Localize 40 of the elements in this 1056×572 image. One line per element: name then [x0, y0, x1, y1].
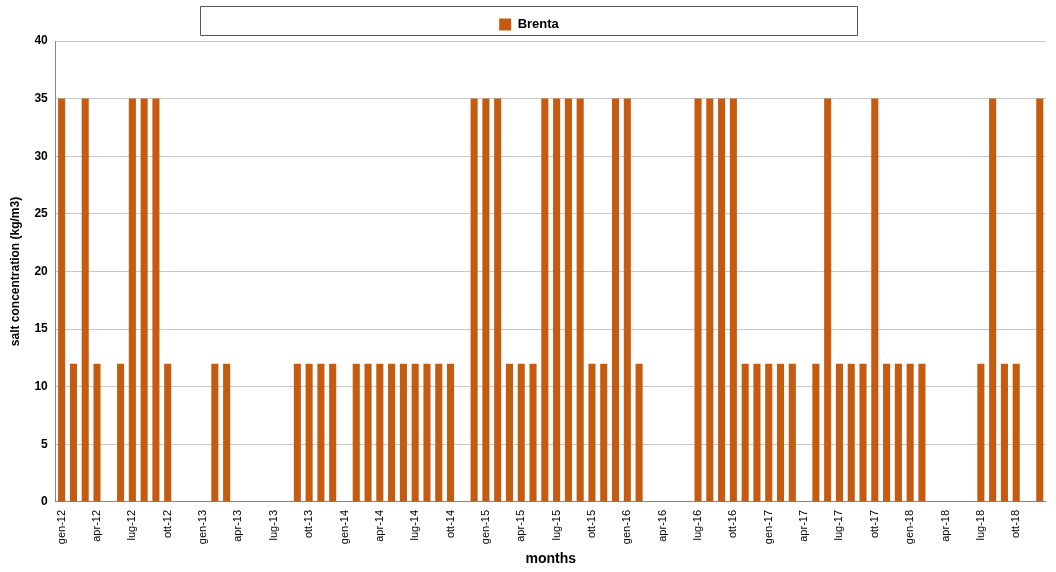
x-tick-label: gen-14 [337, 509, 350, 545]
x-tick-label: gen-15 [478, 509, 491, 545]
y-tick-label: 10 [34, 379, 49, 394]
x-tick-label: ott-13 [302, 509, 315, 539]
x-tick-label: apr-18 [938, 509, 951, 542]
x-tick-label: ott-17 [867, 509, 880, 539]
x-tick-label: apr-16 [655, 509, 668, 542]
y-tick-label: 35 [34, 90, 49, 105]
x-tick-label: gen-13 [196, 509, 209, 545]
x-tick-label: lug-15 [549, 509, 562, 541]
x-tick-label: apr-13 [231, 509, 244, 542]
legend-label: Brenta [517, 16, 560, 32]
x-tick-label: lug-18 [973, 509, 986, 541]
x-tick-label: lug-12 [125, 509, 138, 541]
x-tick-label: gen-12 [54, 509, 67, 545]
x-tick-label: gen-16 [620, 509, 633, 545]
x-tick-label: lug-16 [691, 509, 704, 541]
y-axis-title: salt concentration (kg/m3) [7, 196, 22, 347]
x-tick-label: ott-12 [160, 509, 173, 539]
x-tick-label: lug-17 [832, 509, 845, 541]
y-tick-label: 30 [34, 148, 49, 163]
x-axis-title: months [525, 550, 577, 567]
y-tick-label: 5 [41, 436, 49, 451]
x-tick-label: apr-12 [90, 509, 103, 542]
y-tick-label: 0 [41, 494, 49, 509]
x-tick-label: lug-14 [408, 509, 421, 541]
x-tick-label: ott-16 [726, 509, 739, 539]
x-tick-label: apr-17 [797, 509, 810, 542]
x-tick-label: apr-15 [514, 509, 527, 542]
x-tick-label: apr-14 [372, 509, 385, 542]
x-tick-label: ott-18 [1009, 509, 1022, 539]
y-tick-label: 15 [34, 321, 49, 336]
x-tick-label: ott-14 [443, 509, 456, 539]
x-tick-label: lug-13 [266, 509, 279, 541]
x-tick-label: gen-18 [903, 509, 916, 545]
y-tick-label: 20 [34, 263, 49, 278]
x-tick-label: gen-17 [761, 509, 774, 545]
y-tick-label: 25 [34, 206, 49, 221]
x-tick-label: ott-15 [584, 509, 597, 539]
y-tick-label: 40 [34, 33, 49, 48]
